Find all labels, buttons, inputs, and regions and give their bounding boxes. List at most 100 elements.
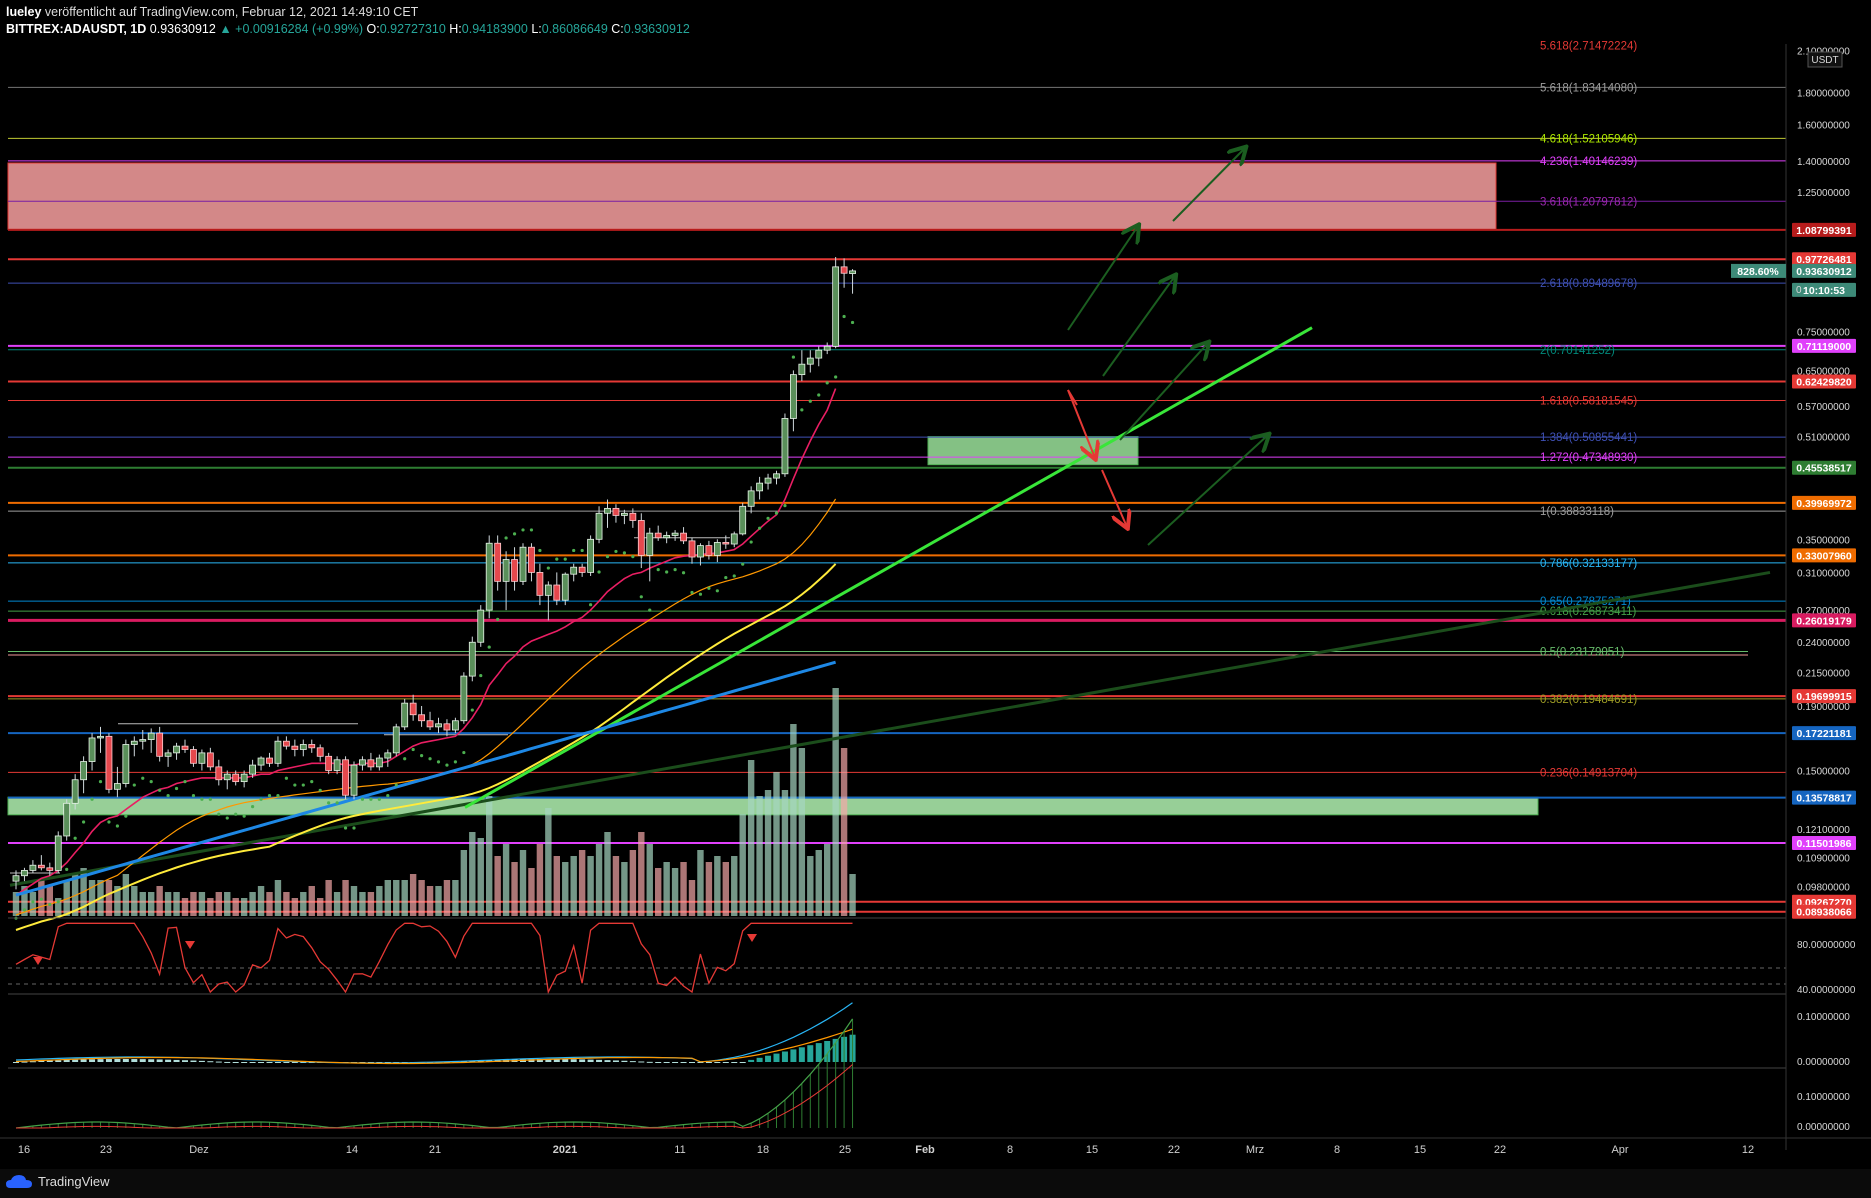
candle-body <box>747 490 755 507</box>
volume-bar <box>638 832 645 916</box>
sar-dot <box>538 548 542 553</box>
volume-bar <box>612 856 620 916</box>
macd-histogram-bar <box>249 1062 256 1063</box>
sar-dot <box>318 788 322 792</box>
macd-histogram-bar <box>672 1062 679 1063</box>
volume-bar <box>570 856 577 916</box>
sar-dot <box>631 555 635 559</box>
fib-label-11: 0.786(0.32133177) <box>1540 558 1637 570</box>
osc-tick-1: 0.00000000 <box>1797 1122 1850 1133</box>
macd-histogram-bar <box>807 1045 814 1062</box>
volume-bar <box>528 868 535 916</box>
partial-tick-label: 0 <box>1796 285 1802 296</box>
macd-histogram-bar <box>587 1059 594 1062</box>
sar-dot <box>445 763 449 767</box>
volume-bar <box>519 850 527 916</box>
sar-dot <box>293 783 297 787</box>
candle-body <box>790 374 797 419</box>
macd-histogram-bar <box>815 1043 822 1062</box>
projection-arrow-1 <box>1102 276 1175 377</box>
candle-body <box>502 559 510 582</box>
macd-signal-line <box>15 1028 853 1065</box>
candle-body <box>147 732 155 740</box>
sar-dot <box>724 575 728 580</box>
sar-dot <box>394 783 398 787</box>
tradingview-logo[interactable]: TradingView <box>6 1174 110 1189</box>
volume-bar <box>629 850 637 916</box>
sar-dot <box>529 528 534 532</box>
publisher-name[interactable]: lueley <box>6 5 42 19</box>
candle-body <box>654 532 662 539</box>
candle-body <box>764 477 772 484</box>
sar-dot <box>834 375 838 379</box>
price-tick-6: 0.65000000 <box>1797 366 1850 377</box>
volume-bar <box>249 892 256 916</box>
volume-bar <box>680 862 687 916</box>
sar-dot <box>73 836 77 840</box>
volume-bar <box>342 880 349 916</box>
publisher-line: lueley veröffentlicht auf TradingView.co… <box>6 5 418 19</box>
sar-dot <box>504 536 508 540</box>
candle-body <box>316 747 324 757</box>
price-badge <box>1792 252 1856 267</box>
sar-dot <box>842 314 846 319</box>
time-tick-15: 15 <box>1414 1144 1426 1156</box>
volume-bar <box>376 886 383 916</box>
volume-bar <box>688 880 696 916</box>
sar-dot <box>597 570 601 574</box>
macd-histogram-bar <box>663 1062 670 1063</box>
sar-dot <box>22 908 27 912</box>
macd-histogram-bar <box>139 1059 146 1062</box>
macd-histogram-bar <box>756 1057 763 1062</box>
candle-body <box>54 835 62 871</box>
volume-bar <box>562 862 569 916</box>
symbol-name[interactable]: BITTREX:ADAUSDT, 1D <box>6 22 147 36</box>
price-tick-2: 1.60000000 <box>1797 121 1850 132</box>
time-tick-14: 8 <box>1334 1144 1340 1156</box>
candle-body <box>798 363 806 376</box>
fib-label-8: 1.384(0.50855441) <box>1540 432 1637 444</box>
candle-body <box>739 505 747 535</box>
last-price: 0.93630912 <box>149 22 216 36</box>
volume-bar <box>156 886 163 916</box>
sar-dot <box>191 794 196 798</box>
price-badge-label-9: 0.26019179 <box>1796 615 1852 627</box>
time-tick-10: 8 <box>1007 1144 1013 1156</box>
resistance-zone <box>7 162 1497 230</box>
fib-label-9: 1.272(0.47348930) <box>1540 452 1637 464</box>
candle-body <box>561 573 569 601</box>
sar-dot <box>411 747 415 752</box>
volume-bar <box>460 850 468 916</box>
osc-tick-0: 0.10000000 <box>1797 1092 1850 1103</box>
footer: TradingView <box>0 1169 1871 1198</box>
sar-dot <box>681 571 686 575</box>
time-tick-7: 18 <box>757 1144 769 1156</box>
macd-histogram-bar <box>765 1055 772 1062</box>
candle-body <box>266 757 273 764</box>
volume-bar <box>215 892 222 916</box>
symbol-line: BITTREX:ADAUSDT, 1D 0.93630912 ▲ +0.0091… <box>6 22 690 36</box>
price-tick-3: 1.40000000 <box>1797 157 1850 168</box>
volume-bar <box>418 880 425 916</box>
sar-dot <box>183 780 187 784</box>
price-badge <box>1792 222 1856 237</box>
sar-dot <box>158 788 162 792</box>
macd-histogram-bar <box>55 1060 62 1062</box>
sar-dot <box>377 797 381 801</box>
unit-box <box>1807 51 1843 68</box>
candle-body <box>342 759 349 796</box>
time-tick-5: 2021 <box>553 1144 577 1156</box>
candle-body <box>173 745 180 754</box>
fib-label-7: 1.618(0.58181545) <box>1540 396 1637 408</box>
candle-body <box>460 675 468 722</box>
sar-dot <box>115 824 119 828</box>
macd-histogram-bar <box>739 1062 746 1063</box>
sar-dot <box>149 780 153 784</box>
price-change: +0.00916284 (+0.99%) <box>235 22 364 36</box>
pct-badge <box>1731 263 1786 278</box>
candle-body <box>29 864 37 871</box>
price-tick-14: 0.19000000 <box>1797 702 1850 713</box>
price-badge-label-5: 0.62429820 <box>1796 377 1852 389</box>
resistance-zone-layer <box>7 162 1539 816</box>
